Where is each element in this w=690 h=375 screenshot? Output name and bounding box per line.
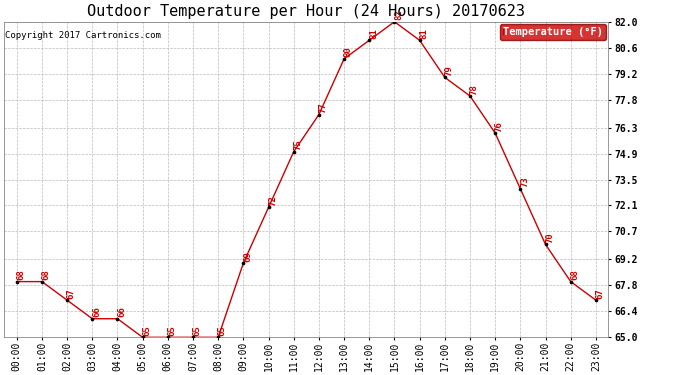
Point (591, 297, 602, 303)
Text: 69: 69 (243, 251, 252, 262)
Point (87, 316, 98, 322)
Text: 76: 76 (495, 121, 504, 132)
Point (188, 334, 199, 340)
Point (11, 279, 22, 285)
Text: 70: 70 (545, 232, 554, 243)
Point (162, 334, 173, 340)
Text: 82: 82 (394, 10, 403, 20)
Point (137, 334, 148, 340)
Text: 78: 78 (470, 84, 479, 94)
Point (540, 242, 551, 248)
Text: 67: 67 (67, 288, 76, 299)
Point (515, 186, 526, 192)
Text: 68: 68 (41, 270, 50, 280)
Point (37, 279, 48, 285)
Text: 65: 65 (142, 325, 151, 336)
Point (213, 334, 224, 340)
Text: 79: 79 (444, 65, 453, 76)
Point (339, 56, 350, 62)
Text: 66: 66 (92, 307, 101, 317)
Point (389, 19, 400, 25)
Point (440, 74, 451, 80)
Title: Outdoor Temperature per Hour (24 Hours) 20170623: Outdoor Temperature per Hour (24 Hours) … (88, 4, 525, 19)
Text: 72: 72 (268, 195, 277, 206)
Point (364, 37, 375, 43)
Point (565, 279, 576, 285)
Text: 68: 68 (17, 270, 26, 280)
Text: 68: 68 (571, 270, 580, 280)
Point (112, 316, 123, 322)
Point (313, 111, 324, 117)
Text: 65: 65 (168, 325, 177, 336)
Text: 65: 65 (218, 325, 227, 336)
Text: 81: 81 (369, 28, 378, 39)
Text: 80: 80 (344, 47, 353, 57)
Text: 67: 67 (595, 288, 604, 299)
Point (238, 260, 249, 266)
Point (61, 297, 72, 303)
Legend: Temperature (°F): Temperature (°F) (500, 24, 607, 40)
Text: 66: 66 (117, 307, 126, 317)
Point (263, 204, 274, 210)
Point (288, 148, 299, 154)
Text: 77: 77 (319, 102, 328, 113)
Text: Copyright 2017 Cartronics.com: Copyright 2017 Cartronics.com (6, 31, 161, 40)
Point (490, 130, 501, 136)
Text: 73: 73 (520, 177, 529, 188)
Text: 81: 81 (420, 28, 428, 39)
Point (414, 37, 425, 43)
Text: 75: 75 (293, 140, 302, 150)
Text: 65: 65 (193, 325, 201, 336)
Point (464, 93, 475, 99)
